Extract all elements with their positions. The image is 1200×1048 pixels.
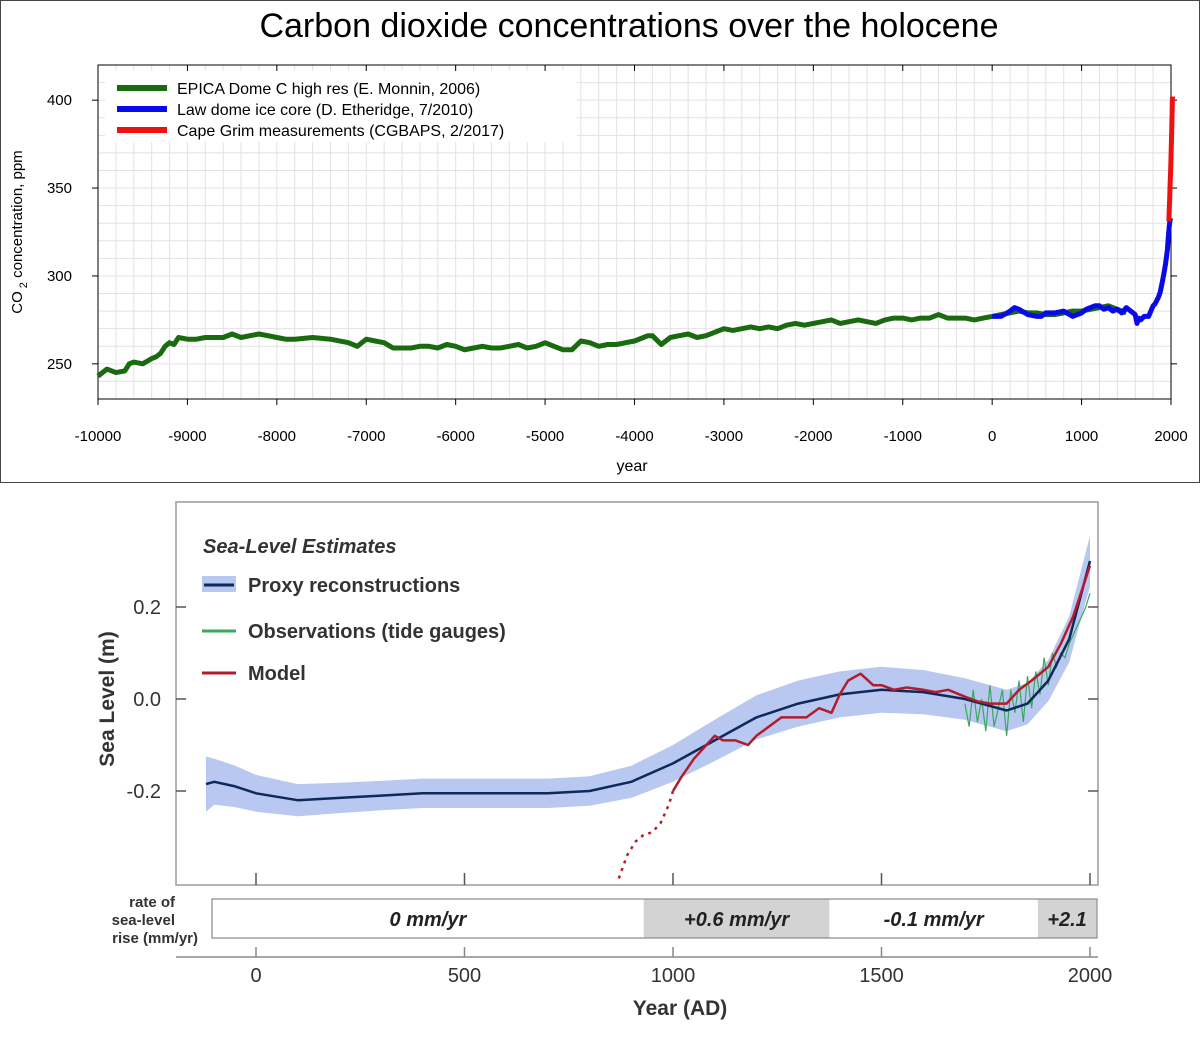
x-tick-label: -7000 <box>347 428 385 445</box>
co2-legend-label-2: Cape Grim measurements (CGBAPS, 2/2017) <box>177 123 504 140</box>
y-tick-label: 350 <box>47 180 72 197</box>
co2-chart-panel: Carbon dioxide concentrations over the h… <box>0 0 1200 483</box>
x-tick-label: -6000 <box>436 428 474 445</box>
rate-segment-label-3: +2.1 <box>1047 909 1086 931</box>
co2-legend-label-0: EPICA Dome C high res (E. Monnin, 2006) <box>177 81 480 98</box>
sea-y-tick-label: 0.0 <box>133 689 161 711</box>
proxy-reconstruction-line <box>205 560 1092 802</box>
sea-y-tick-label: 0.2 <box>133 597 161 619</box>
y-axis-label: CO 2 concentration, ppm <box>9 150 30 313</box>
y-axis-label-subscript: 2 <box>18 282 30 288</box>
proxy-uncertainty-band <box>206 535 1090 817</box>
sea-x-tick-label: 0 <box>250 965 261 987</box>
y-axis-label-rest: concentration, ppm <box>9 150 26 282</box>
y-tick-label: 300 <box>47 268 72 285</box>
y-axis-label-main: CO <box>9 291 26 314</box>
sea-x-axis-label: Year (AD) <box>633 997 728 1020</box>
rate-strip-frame <box>211 898 1098 939</box>
x-tick-label: -5000 <box>526 428 564 445</box>
rate-label-line2: sea-level <box>112 912 175 929</box>
rate-label-line3: rise (mm/yr) <box>112 930 198 947</box>
x-tick-label: -4000 <box>615 428 653 445</box>
tide-gauge-line <box>964 593 1091 736</box>
x-axis-label: year <box>616 458 648 475</box>
co2-chart: -10000 -9000 -8000 -7000 -6000 -5000 -4000 -300… <box>9 64 1188 475</box>
rate-label-line1: rate of <box>129 894 176 911</box>
rate-segment-2 <box>829 899 1038 938</box>
legend-model-label: Model <box>248 663 306 685</box>
x-tick-label: -3000 <box>705 428 743 445</box>
model-dashed-line <box>617 790 675 879</box>
co2-series-line-0 <box>96 303 1128 379</box>
y-tick-label: 400 <box>47 92 72 109</box>
x-tick-label: -8000 <box>258 428 296 445</box>
co2-series-line-1 <box>992 216 1174 326</box>
sea-x-tick-label: 500 <box>448 965 481 987</box>
x-tick-label: -2000 <box>794 428 832 445</box>
x-tick-label: 1000 <box>1065 428 1098 445</box>
sea-level-chart: 0.2 0.0 -0.2 Sea Level (m) Sea-Level Estimat… <box>96 501 1113 1020</box>
sea-x-tick-label: 1000 <box>651 965 696 987</box>
co2-legend-label-1: Law dome ice core (D. Etheridge, 7/2010) <box>177 102 473 119</box>
rate-segment-0 <box>212 899 644 938</box>
y-tick-label: 250 <box>47 356 72 373</box>
model-line <box>671 565 1092 792</box>
sea-legend-title: Sea-Level Estimates <box>203 536 396 558</box>
sea-x-tick-label: 1500 <box>859 965 904 987</box>
rate-segment-3 <box>1037 899 1097 938</box>
co2-legend-box <box>105 71 577 142</box>
sea-y-tick-label: -0.2 <box>127 781 161 803</box>
x-tick-label: -1000 <box>884 428 922 445</box>
sea-x-tick-label: 2000 <box>1068 965 1113 987</box>
legend-tide-gauge-label: Observations (tide gauges) <box>248 621 506 643</box>
x-tick-label: 2000 <box>1154 428 1187 445</box>
x-tick-label: -10000 <box>75 428 122 445</box>
co2-chart-title: Carbon dioxide concentrations over the h… <box>259 7 999 45</box>
co2-series-line-2 <box>1166 96 1175 222</box>
x-tick-label: 0 <box>988 428 996 445</box>
sea-y-axis-label: Sea Level (m) <box>96 631 119 766</box>
rate-segment-label-2: -0.1 mm/yr <box>884 909 985 931</box>
x-tick-label: -9000 <box>168 428 206 445</box>
rate-segment-label-1: +0.6 mm/yr <box>684 909 790 931</box>
legend-proxy-label: Proxy reconstructions <box>248 575 460 597</box>
rate-segment-1 <box>643 899 830 938</box>
rate-segment-label-0: 0 mm/yr <box>390 909 468 931</box>
